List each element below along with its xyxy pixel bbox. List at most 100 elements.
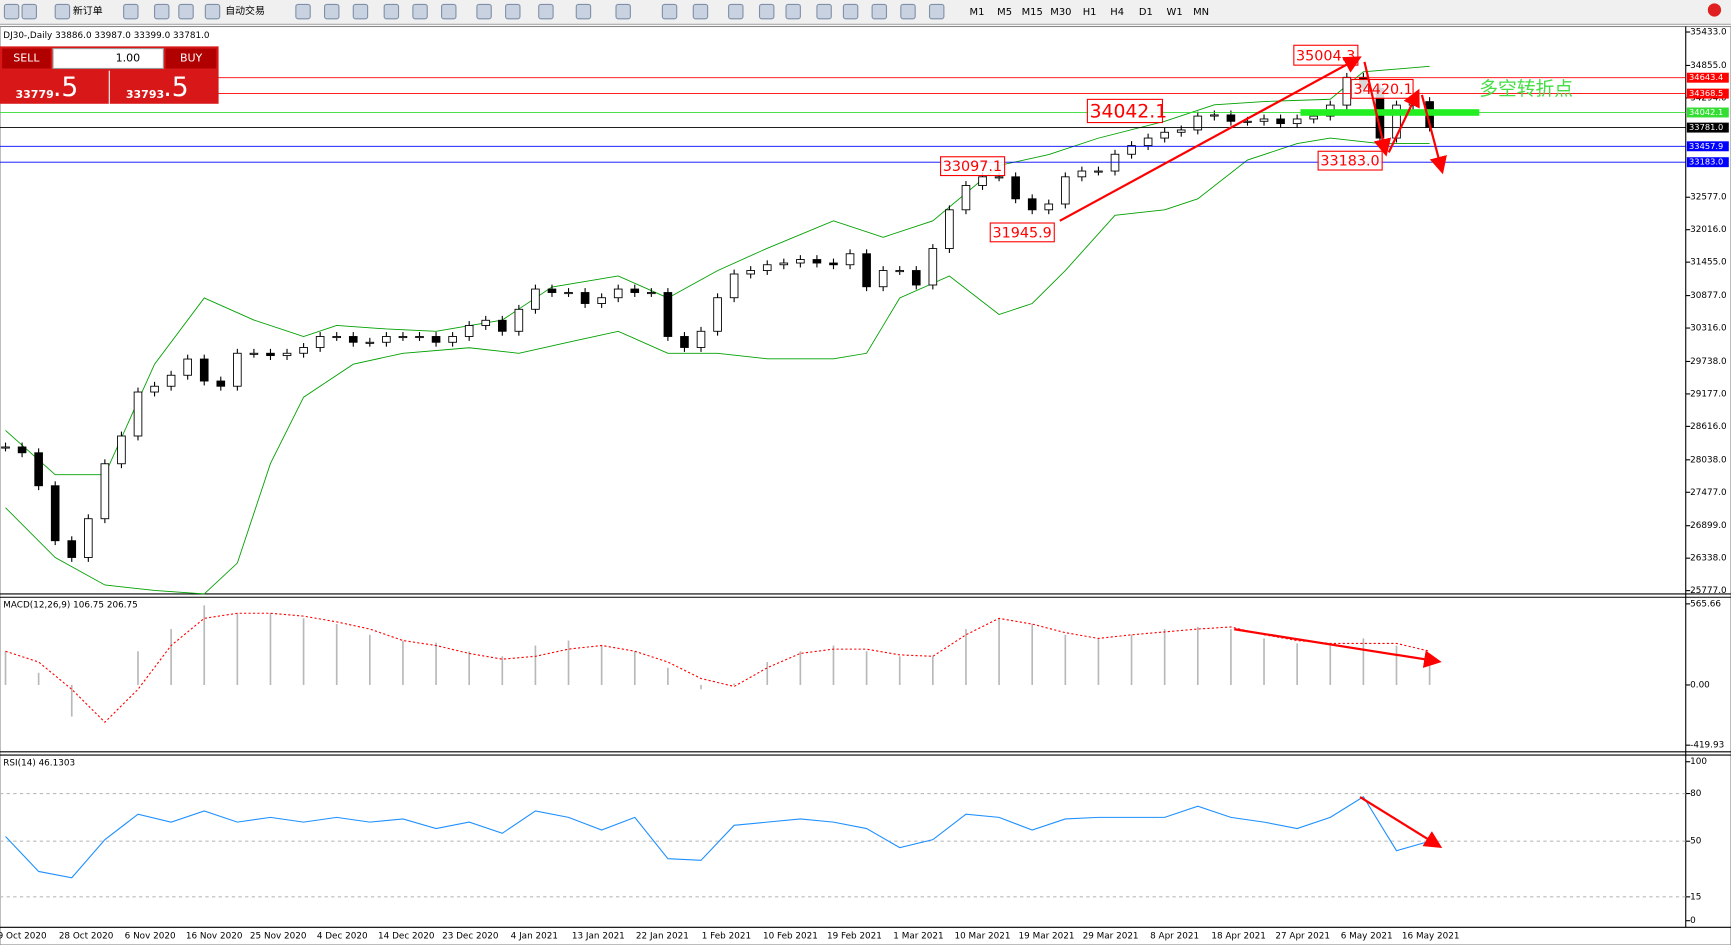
timeframe-button[interactable]: W1 [1167, 7, 1183, 18]
macd-title: MACD(12,26,9) 106.75 206.75 [3, 600, 137, 610]
bid-price: 33779 [15, 88, 53, 101]
candle [762, 264, 772, 271]
x-tick-label: 10 Feb 2021 [763, 932, 818, 942]
bollinger-band [5, 65, 1430, 476]
toolbar-icon[interactable] [123, 3, 139, 20]
toolbar-icon[interactable] [728, 3, 744, 20]
candle [1210, 114, 1219, 117]
toolbar-icon[interactable] [352, 3, 369, 20]
arrow [1387, 88, 1420, 153]
timeframe-button[interactable]: M1 [970, 7, 985, 18]
y-tick-label: 26899.0 [1690, 521, 1727, 531]
toolbar-icon[interactable] [204, 3, 221, 20]
candle [1011, 176, 1020, 200]
x-tick-label: 23 Dec 2020 [442, 932, 499, 942]
candle [812, 259, 822, 264]
toolbar-icon[interactable] [505, 3, 521, 20]
toolbar-icon[interactable] [21, 3, 37, 20]
x-tick-label: 13 Jan 2021 [572, 932, 625, 942]
ask-price: 33793 [126, 88, 164, 101]
y-tick-label: 0.00 [1690, 680, 1710, 690]
chart-title: DJ30-,Daily 33886.0 33987.0 33399.0 3378… [3, 31, 210, 41]
buy-button[interactable] [165, 48, 217, 69]
toolbar-icon[interactable] [154, 3, 170, 20]
y-tick-label: -419.93 [1690, 741, 1724, 751]
candle [729, 273, 739, 299]
annotation: 35004.3 [1296, 48, 1355, 64]
toolbar-icon[interactable] [295, 3, 311, 20]
ask-fraction: .5 [163, 72, 188, 103]
toolbar-icon[interactable] [615, 3, 631, 20]
candle [382, 336, 391, 343]
toolbar-icon[interactable] [178, 3, 194, 20]
candle [17, 446, 27, 454]
price-level-tag [1686, 141, 1729, 152]
toolbar-icon[interactable] [476, 3, 492, 20]
timeframe-button[interactable]: MN [1193, 7, 1209, 18]
timeframe-button[interactable]: M5 [997, 7, 1012, 18]
toolbar-icon[interactable] [692, 3, 709, 20]
toolbar-icon[interactable] [383, 3, 400, 20]
toolbar-icon[interactable] [816, 3, 832, 20]
timeframe-button[interactable]: H1 [1083, 7, 1097, 18]
timeframe-button[interactable]: D1 [1139, 7, 1153, 18]
toolbar-icon[interactable] [324, 3, 340, 20]
x-tick-label: 8 Apr 2021 [1150, 932, 1199, 942]
bollinger-band [5, 137, 1430, 595]
toolbar-icon[interactable] [441, 3, 457, 20]
toolbar-icon[interactable] [661, 3, 678, 20]
toolbar-icon[interactable] [871, 3, 888, 20]
y-tick-label: 31455.0 [1690, 258, 1727, 268]
candle [266, 352, 275, 357]
macd-signal [5, 612, 1430, 723]
y-tick-label: 29738.0 [1690, 357, 1727, 367]
candle [531, 288, 540, 310]
sell-label[interactable]: SELL [13, 52, 40, 65]
toolbar-icon[interactable] [412, 3, 428, 20]
timeframe-button[interactable]: M15 [1022, 7, 1043, 18]
y-tick-label: 35433.0 [1690, 28, 1727, 38]
toolbar-icon[interactable] [842, 3, 859, 20]
candle [597, 297, 606, 304]
price-level-tag [1686, 122, 1729, 133]
chart-frame [0, 25, 1731, 946]
y-tick-label: 30316.0 [1690, 324, 1727, 334]
x-tick-label: 6 May 2021 [1341, 932, 1393, 942]
lot-value[interactable]: 1.00 [116, 52, 141, 65]
toolbar-icon[interactable] [538, 3, 554, 20]
candle [199, 358, 209, 382]
toolbar-icon[interactable] [758, 3, 775, 20]
candle [117, 435, 126, 465]
lot-input[interactable] [52, 48, 164, 70]
toolbar-icon[interactable] [54, 3, 71, 20]
y-tick-label: 30877.0 [1690, 291, 1727, 301]
notification-badge[interactable] [1707, 3, 1722, 17]
auto-trading-button[interactable]: 自动交易 [225, 4, 265, 17]
candle [878, 270, 888, 288]
toolbar-icon[interactable] [3, 3, 20, 20]
candle [1309, 115, 1319, 120]
timeframe-button[interactable]: H4 [1110, 7, 1124, 18]
arrow [1234, 628, 1442, 668]
y-tick-label: 28616.0 [1690, 422, 1727, 432]
sell-button[interactable] [2, 48, 51, 69]
toolbar-icon[interactable] [785, 3, 801, 20]
candle [1027, 198, 1037, 211]
timeframe-button[interactable]: M30 [1050, 7, 1071, 18]
toolbar-icon[interactable] [900, 3, 916, 20]
annotation-box [989, 222, 1055, 243]
y-tick-label: 25777.0 [1690, 586, 1727, 596]
price-level-label: 33457.9 [1689, 141, 1723, 151]
buy-label[interactable]: BUY [180, 52, 203, 65]
x-tick-label: 27 Apr 2021 [1275, 932, 1330, 942]
x-tick-label: 18 Apr 2021 [1211, 932, 1266, 942]
toolbar-icon[interactable] [928, 3, 945, 20]
price-level-tag [1686, 157, 1729, 168]
toolbar-icon[interactable] [575, 3, 592, 20]
candle [1292, 118, 1302, 125]
new-order-button[interactable]: 新订单 [73, 4, 103, 17]
candle [647, 292, 656, 295]
candle [514, 308, 524, 332]
y-tick-label: 0 [1690, 916, 1696, 926]
candle [497, 319, 507, 332]
